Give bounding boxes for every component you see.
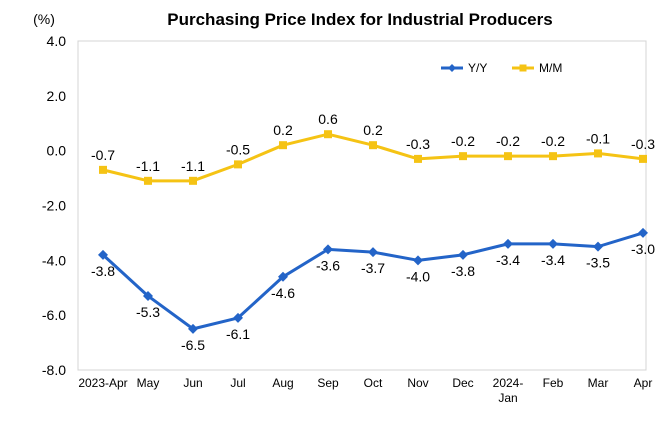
data-point-m-m [504, 152, 512, 161]
y-tick-label: -6.0 [42, 307, 66, 323]
data-point-m-m [414, 154, 422, 163]
data-label-m-m: -0.5 [226, 141, 250, 157]
x-tick-label: May [137, 376, 160, 390]
data-point-y-y [458, 249, 468, 260]
data-label-y-y: -3.4 [496, 252, 520, 268]
data-point-y-y [548, 238, 558, 249]
data-label-m-m: -1.1 [181, 158, 205, 174]
data-label-m-m: -0.7 [91, 147, 115, 163]
x-tick-label: Nov [407, 376, 428, 390]
data-point-y-y [323, 244, 333, 255]
data-point-m-m [324, 130, 332, 139]
legend-item-m-m: M/M [512, 61, 562, 75]
x-tick-label: Oct [364, 376, 383, 390]
data-point-m-m [639, 154, 647, 163]
data-label-y-y: -3.6 [316, 257, 340, 273]
legend-item-y-y: Y/Y [441, 61, 487, 75]
data-label-y-y: -3.0 [631, 241, 655, 257]
data-point-y-y [368, 247, 378, 258]
data-point-m-m [549, 152, 557, 161]
x-tick-label: Dec [452, 376, 473, 390]
data-point-y-y [98, 249, 108, 260]
data-point-y-y [188, 323, 198, 334]
data-point-y-y [638, 227, 648, 238]
x-tick-label: Mar [588, 376, 609, 390]
data-label-m-m: 0.6 [318, 111, 338, 127]
y-tick-label: -8.0 [42, 362, 66, 378]
y-tick-label: -2.0 [42, 198, 66, 214]
x-tick-label: Sep [317, 376, 339, 390]
legend-label-m-m: M/M [539, 61, 562, 75]
data-point-m-m [594, 149, 602, 158]
data-point-m-m [279, 141, 287, 150]
y-tick-label: 4.0 [47, 33, 67, 49]
series-layer: -3.8 -5.3 -6.5 -6.1 -4.6 -3.6 -3.7 -4.0 -3.8 -3.4… [91, 111, 655, 353]
data-label-y-y: -6.1 [226, 326, 250, 342]
data-label-m-m: -0.1 [586, 130, 610, 146]
y-tick-label: 2.0 [47, 88, 67, 104]
data-label-m-m: -0.3 [631, 136, 655, 152]
y-axis-unit-label: (%) [33, 11, 55, 27]
x-tick-label: Aug [272, 376, 293, 390]
data-label-y-y: -3.8 [91, 263, 115, 279]
data-point-m-m [189, 176, 197, 185]
chart-title: Purchasing Price Index for Industrial Pr… [167, 10, 552, 29]
data-label-m-m: -0.3 [406, 136, 430, 152]
plot-area-frame [77, 40, 647, 371]
data-label-y-y: -6.5 [181, 337, 205, 353]
x-axis: 2023-Apr May Jun Jul Aug Sep Oct Nov Dec 2024-Jan… [78, 376, 652, 405]
data-point-y-y [278, 271, 288, 282]
legend-label-y-y: Y/Y [468, 61, 487, 75]
data-label-y-y: -5.3 [136, 304, 160, 320]
data-point-m-m [144, 176, 152, 185]
data-label-y-y: -3.5 [586, 255, 610, 271]
data-point-y-y [503, 238, 513, 249]
data-label-y-y: -4.0 [406, 268, 430, 284]
x-tick-label: 2023-Apr [78, 376, 127, 390]
data-label-m-m: -0.2 [496, 133, 520, 149]
series-m-m: -0.7 -1.1 -1.1 -0.5 0.2 0.6 0.2 -0.3 -0.2 -0.2 -0.… [91, 111, 655, 185]
x-tick-label: Jun [183, 376, 202, 390]
data-label-m-m: 0.2 [363, 122, 383, 138]
data-label-y-y: -3.8 [451, 263, 475, 279]
x-tick-label: Apr [634, 376, 653, 390]
data-point-y-y [143, 290, 153, 301]
data-point-m-m [369, 141, 377, 150]
x-tick-label: 2024-Jan [493, 376, 524, 405]
data-point-m-m [459, 152, 467, 161]
y-tick-label: 0.0 [47, 143, 67, 159]
x-tick-label: Jul [230, 376, 245, 390]
data-point-y-y [593, 241, 603, 252]
data-label-y-y: -3.4 [541, 252, 565, 268]
data-point-y-y [233, 312, 243, 323]
y-axis: 4.0 2.0 0.0 -2.0 -4.0 -6.0 -8.0 [42, 33, 66, 378]
legend-marker-m-m [519, 64, 527, 72]
data-label-m-m: -0.2 [541, 133, 565, 149]
data-label-m-m: 0.2 [273, 122, 293, 138]
data-point-m-m [99, 165, 107, 174]
legend-marker-y-y [448, 64, 456, 72]
data-label-y-y: -4.6 [271, 285, 295, 301]
data-label-y-y: -3.7 [361, 260, 385, 276]
series-y-y: -3.8 -5.3 -6.5 -6.1 -4.6 -3.6 -3.7 -4.0 -3.8 -3.4… [91, 227, 655, 353]
y-tick-label: -4.0 [42, 252, 66, 268]
data-label-m-m: -1.1 [136, 158, 160, 174]
legend: Y/Y M/M [441, 61, 562, 75]
data-point-m-m [234, 160, 242, 169]
data-label-m-m: -0.2 [451, 133, 475, 149]
data-point-y-y [413, 255, 423, 266]
x-tick-label: Feb [543, 376, 564, 390]
